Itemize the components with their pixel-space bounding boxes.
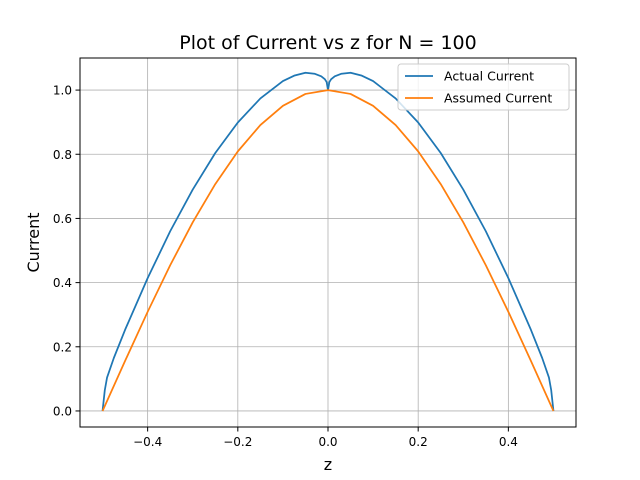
x-tick-label: −0.2 bbox=[223, 435, 252, 449]
legend-box bbox=[397, 63, 570, 111]
legend-label-actual-current: Actual Current bbox=[444, 69, 534, 84]
y-tick-label: 0.0 bbox=[53, 404, 72, 418]
y-tick-label: 0.2 bbox=[53, 340, 72, 354]
y-tick-label: 0.4 bbox=[53, 276, 72, 290]
x-axis-label: z bbox=[324, 455, 332, 474]
series-line-assumed-current bbox=[101, 89, 555, 412]
y-tick-label: 1.0 bbox=[53, 84, 72, 98]
legend: Actual Current Assumed Current bbox=[397, 63, 570, 111]
x-tick-label: 0.4 bbox=[499, 435, 518, 449]
legend-label-assumed-current: Assumed Current bbox=[444, 91, 552, 106]
chart-title: Plot of Current vs z for N = 100 bbox=[179, 32, 476, 54]
y-axis-label: Current bbox=[24, 212, 43, 272]
plot-lines bbox=[101, 71, 555, 412]
x-tick-label: 0.2 bbox=[409, 435, 428, 449]
y-tick-label: 0.8 bbox=[53, 148, 72, 162]
x-tick-label: 0.0 bbox=[318, 435, 337, 449]
y-tick-label: 0.6 bbox=[53, 212, 72, 226]
axis-ticks: −0.4 −0.2 0.0 0.2 0.4 0.0 0.2 0.4 0.6 0.8 1.0 bbox=[53, 84, 518, 449]
x-tick-label: −0.4 bbox=[133, 435, 162, 449]
